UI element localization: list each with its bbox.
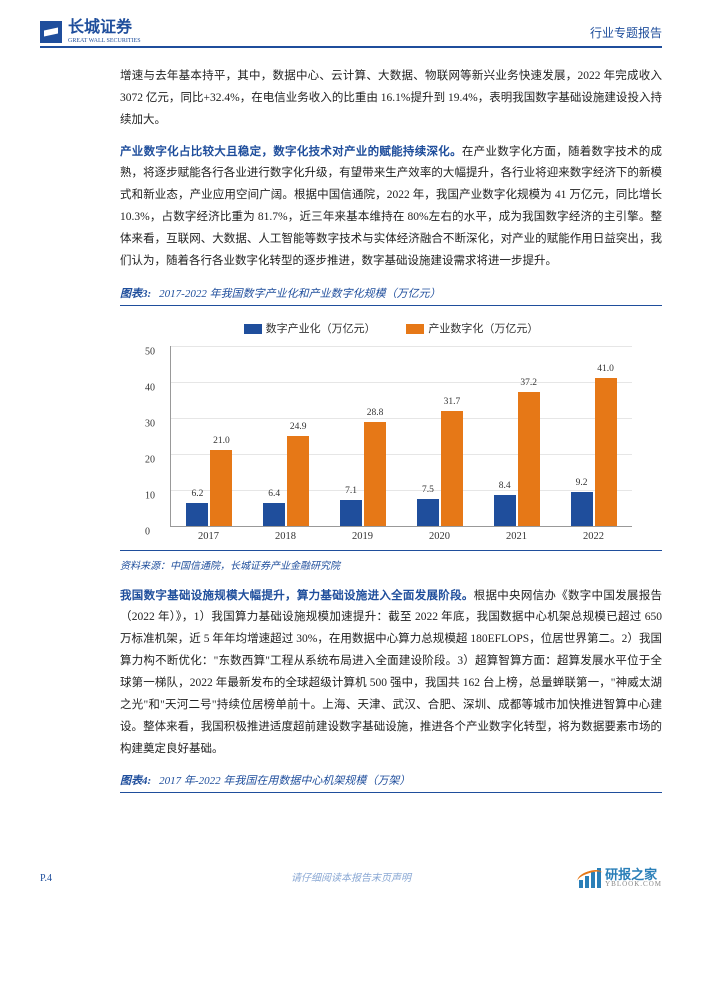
y-tick-label: 50: [145, 346, 155, 357]
bar: 37.2: [518, 392, 540, 526]
bar-groups: 6.221.06.424.97.128.87.531.78.437.29.241…: [171, 346, 632, 526]
bar-group: 8.437.2: [494, 392, 540, 526]
bar-value-label: 21.0: [213, 436, 230, 446]
legend-label-2: 产业数字化（万亿元）: [428, 323, 538, 335]
bar-value-label: 37.2: [520, 378, 537, 388]
para3-lead: 我国数字基础设施规模大幅提升，算力基础设施进入全面发展阶段。: [120, 590, 474, 602]
bar: 31.7: [441, 411, 463, 525]
x-tick-label: 2022: [583, 531, 604, 542]
para2-rest: 在产业数字化方面，随着数字技术的成熟，将逐步赋能各行各业进行数字化升级，有望带来…: [120, 146, 662, 267]
chart3: 数字产业化（万亿元） 产业数字化（万亿元） 010203040506.221.0…: [120, 312, 662, 546]
bar-value-label: 7.1: [345, 486, 357, 496]
footer-disclaimer: 请仔细阅读本报告末页声明: [291, 869, 411, 884]
chart3-divider-bottom: [120, 550, 662, 551]
x-tick-label: 2017: [198, 531, 219, 542]
chart4-title-row: 图表4: 2017 年-2022 年我国在用数据中心机架规模（万架）: [120, 772, 662, 788]
bar-group: 7.128.8: [340, 422, 386, 526]
bar: 21.0: [210, 450, 232, 526]
y-tick-label: 30: [145, 418, 155, 429]
watermark-icon: [579, 868, 601, 888]
y-tick-label: 0: [145, 526, 150, 537]
legend-swatch-1: [244, 324, 262, 334]
paragraph-3: 我国数字基础设施规模大幅提升，算力基础设施进入全面发展阶段。根据中央网信办《数字…: [120, 586, 662, 761]
paragraph-1: 增速与去年基本持平，其中，数据中心、云计算、大数据、物联网等新兴业务快速发展，2…: [120, 66, 662, 132]
x-tick-label: 2019: [352, 531, 373, 542]
bar-value-label: 6.2: [191, 489, 203, 499]
logo-icon: [40, 21, 62, 43]
logo: 长城证券 GREAT WALL SECURITIES: [40, 20, 141, 44]
x-tick-label: 2020: [429, 531, 450, 542]
page-header: 长城证券 GREAT WALL SECURITIES 行业专题报告: [40, 20, 662, 48]
watermark: 研报之家 YBLOOK.COM: [579, 868, 662, 888]
bar-value-label: 8.4: [499, 481, 511, 491]
bar-value-label: 9.2: [576, 478, 588, 488]
legend-item-1: 数字产业化（万亿元）: [244, 320, 376, 336]
y-tick-label: 10: [145, 490, 155, 501]
header-category: 行业专题报告: [590, 24, 662, 41]
bar-value-label: 31.7: [444, 397, 461, 407]
legend-label-1: 数字产业化（万亿元）: [266, 323, 376, 335]
logo-text-cn: 长城证券: [68, 20, 141, 36]
chart4-divider-top: [120, 792, 662, 793]
bar-group: 6.221.0: [186, 450, 232, 526]
bar: 6.4: [263, 503, 285, 526]
bar-value-label: 6.4: [268, 489, 280, 499]
chart3-title-row: 图表3: 2017-2022 年我国数字产业化和产业数字化规模（万亿元）: [120, 285, 662, 301]
bar: 9.2: [571, 492, 593, 525]
chart4-prefix: 图表4:: [120, 772, 151, 788]
legend-swatch-2: [406, 324, 424, 334]
paragraph-2: 产业数字化占比较大且稳定，数字化技术对产业的赋能持续深化。在产业数字化方面，随着…: [120, 142, 662, 273]
page-footer: P.4 请仔细阅读本报告末页声明 研报之家 YBLOOK.COM: [40, 873, 662, 884]
bar: 6.2: [186, 503, 208, 525]
bar: 7.5: [417, 499, 439, 526]
chart3-title: 2017-2022 年我国数字产业化和产业数字化规模（万亿元）: [159, 285, 440, 301]
y-tick-label: 40: [145, 382, 155, 393]
para3-rest: 根据中央网信办《数字中国发展报告（2022 年）》，1）我国算力基础设施规模加速…: [120, 590, 662, 755]
bar: 7.1: [340, 500, 362, 526]
x-tick-label: 2018: [275, 531, 296, 542]
x-tick-label: 2021: [506, 531, 527, 542]
bar-group: 6.424.9: [263, 436, 309, 526]
chart3-source: 资料来源：中国信通院，长城证券产业金融研究院: [120, 557, 662, 572]
chart4-title: 2017 年-2022 年我国在用数据中心机架规模（万架）: [159, 772, 410, 788]
bar: 41.0: [595, 378, 617, 526]
bar-group: 9.241.0: [571, 378, 617, 526]
chart3-plot: 010203040506.221.06.424.97.128.87.531.78…: [170, 346, 632, 527]
bar: 28.8: [364, 422, 386, 526]
chart3-xlabels: 2017 2018 2019 2020 2021 2022: [170, 531, 632, 542]
bar-group: 7.531.7: [417, 411, 463, 525]
logo-text-en: GREAT WALL SECURITIES: [68, 38, 141, 44]
watermark-en: YBLOOK.COM: [605, 881, 662, 888]
bar: 24.9: [287, 436, 309, 526]
chart3-divider-top: [120, 305, 662, 306]
legend-item-2: 产业数字化（万亿元）: [406, 320, 538, 336]
bar-value-label: 24.9: [290, 422, 307, 432]
bar: 8.4: [494, 495, 516, 525]
bar-value-label: 28.8: [367, 408, 384, 418]
bar-value-label: 7.5: [422, 485, 434, 495]
para2-lead: 产业数字化占比较大且稳定，数字化技术对产业的赋能持续深化。: [120, 146, 462, 158]
bar-value-label: 41.0: [597, 364, 614, 374]
chart3-prefix: 图表3:: [120, 285, 151, 301]
chart3-legend: 数字产业化（万亿元） 产业数字化（万亿元）: [140, 320, 642, 336]
y-tick-label: 20: [145, 454, 155, 465]
page-number: P.4: [40, 873, 52, 884]
